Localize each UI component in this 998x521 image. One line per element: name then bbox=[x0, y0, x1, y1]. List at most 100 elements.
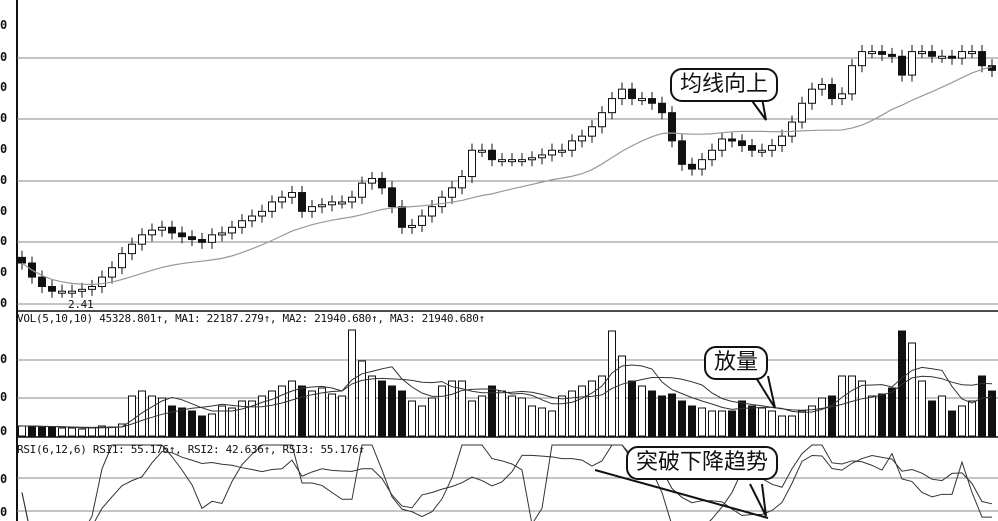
candle-body bbox=[18, 256, 26, 264]
volume-bar bbox=[248, 400, 256, 437]
volume-bar bbox=[738, 400, 746, 437]
volume-header: VOL(5,10,10) 45328.801↑, MA1: 22187.279↑… bbox=[17, 312, 485, 325]
candle-body bbox=[868, 51, 876, 55]
candle-body bbox=[408, 224, 416, 228]
candle-body bbox=[78, 288, 86, 292]
candle-body bbox=[938, 55, 946, 59]
volume-bar bbox=[408, 400, 416, 437]
candle-body bbox=[678, 140, 686, 165]
volume-bar bbox=[438, 385, 446, 437]
volume-bar bbox=[398, 390, 406, 437]
candle-body bbox=[338, 201, 346, 205]
candle-body bbox=[658, 102, 666, 114]
annotation-break-down-trend: 突破下降趋势 bbox=[626, 446, 779, 480]
volume-bar bbox=[948, 410, 956, 437]
volume-bar bbox=[898, 330, 906, 437]
candle-body bbox=[108, 267, 116, 278]
candle-body bbox=[498, 159, 506, 163]
candle-body bbox=[48, 286, 56, 292]
candle-body bbox=[398, 206, 406, 228]
candle-body bbox=[848, 65, 856, 95]
rsi-line bbox=[21, 444, 993, 521]
volume-bar bbox=[18, 425, 26, 437]
candle-body bbox=[348, 196, 356, 203]
volume-bar bbox=[268, 390, 276, 437]
candle-body bbox=[38, 276, 46, 288]
volume-bar bbox=[478, 395, 486, 437]
volume-bar bbox=[158, 397, 166, 437]
candle-body bbox=[488, 149, 496, 161]
volume-bar bbox=[168, 405, 176, 437]
volume-bar bbox=[148, 395, 156, 437]
candle-body bbox=[428, 206, 436, 217]
volume-bar bbox=[968, 400, 976, 437]
volume-bar bbox=[798, 410, 806, 437]
candle-body bbox=[218, 232, 226, 236]
candle-body bbox=[188, 236, 196, 241]
volume-bar bbox=[278, 385, 286, 437]
volume-bar bbox=[428, 397, 436, 437]
annotation-volume-up: 放量 bbox=[704, 346, 769, 380]
volume-bar bbox=[368, 375, 376, 437]
volume-bar bbox=[528, 405, 536, 437]
candle-body bbox=[238, 220, 246, 228]
volume-bar bbox=[418, 405, 426, 437]
candle-body bbox=[948, 55, 956, 59]
candle-body bbox=[278, 196, 286, 203]
candle-body bbox=[888, 53, 896, 57]
candle-body bbox=[478, 149, 486, 153]
candle-body bbox=[528, 157, 536, 161]
callout-pointer bbox=[749, 483, 767, 517]
volume-bar bbox=[68, 427, 76, 437]
candle-body bbox=[248, 215, 256, 222]
volume-bar bbox=[808, 405, 816, 437]
candle-body bbox=[778, 135, 786, 147]
candle-body bbox=[438, 196, 446, 208]
candle-body bbox=[728, 138, 736, 142]
volume-bar bbox=[868, 395, 876, 437]
volume-bar bbox=[38, 426, 46, 437]
candle-body bbox=[148, 229, 156, 236]
volume-bar bbox=[938, 395, 946, 437]
volume-bar bbox=[648, 390, 656, 437]
candle-body bbox=[58, 290, 66, 294]
candle-body bbox=[748, 145, 756, 151]
callout-pointer bbox=[754, 375, 776, 409]
candle-body bbox=[158, 226, 166, 231]
annotation-ma-up: 均线向上 bbox=[670, 68, 779, 102]
candle-body bbox=[858, 51, 866, 67]
candle-body bbox=[808, 88, 816, 104]
candle-body bbox=[328, 201, 336, 206]
candle-body bbox=[138, 234, 146, 245]
volume-bar bbox=[928, 400, 936, 437]
volume-bar bbox=[548, 410, 556, 437]
volume-bar bbox=[258, 395, 266, 437]
volume-bar bbox=[538, 407, 546, 437]
volume-bar bbox=[188, 410, 196, 437]
candle-body bbox=[388, 187, 396, 208]
candle-body bbox=[538, 154, 546, 159]
candle-body bbox=[878, 51, 886, 55]
volume-bar bbox=[98, 425, 106, 437]
volume-bar bbox=[88, 427, 96, 437]
volume-bar bbox=[608, 330, 616, 437]
candle-body bbox=[688, 163, 696, 170]
candle-body bbox=[588, 126, 596, 137]
candle-body bbox=[178, 232, 186, 238]
candle-body bbox=[698, 159, 706, 170]
volume-bar bbox=[508, 395, 516, 437]
volume-bar bbox=[298, 385, 306, 437]
candle-body bbox=[648, 98, 656, 104]
candle-body bbox=[598, 112, 606, 128]
moving-average-line bbox=[21, 66, 993, 286]
volume-bar bbox=[858, 380, 866, 437]
volume-bar bbox=[198, 415, 206, 437]
candle-body bbox=[708, 149, 716, 161]
candle-body bbox=[168, 226, 176, 234]
candle-body bbox=[258, 210, 266, 217]
volume-bar bbox=[338, 395, 346, 437]
candle-body bbox=[668, 112, 676, 142]
volume-bar bbox=[358, 360, 366, 437]
volume-bar bbox=[28, 425, 36, 437]
volume-bar bbox=[758, 407, 766, 437]
